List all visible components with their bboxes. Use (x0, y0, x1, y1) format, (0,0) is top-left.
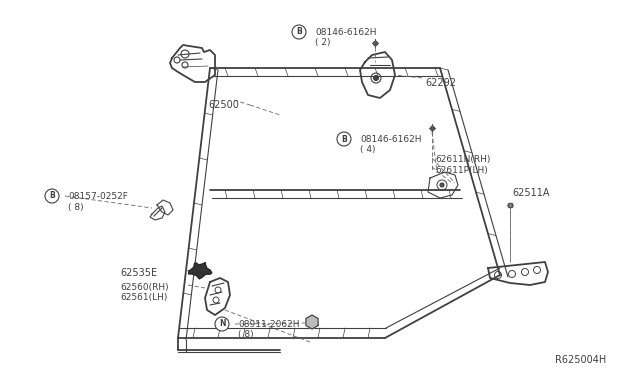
Text: ( 8): ( 8) (238, 330, 253, 339)
Text: 62611N(RH): 62611N(RH) (435, 155, 490, 164)
Text: 62511A: 62511A (512, 188, 550, 198)
Circle shape (374, 76, 378, 80)
Circle shape (45, 189, 59, 203)
Text: N: N (219, 320, 225, 328)
Circle shape (215, 317, 229, 331)
Text: ( 8): ( 8) (68, 203, 84, 212)
Text: B: B (296, 28, 302, 36)
Circle shape (440, 183, 444, 187)
Text: 08146-6162H: 08146-6162H (315, 28, 376, 37)
Circle shape (337, 132, 351, 146)
Text: B: B (49, 192, 55, 201)
Circle shape (292, 25, 306, 39)
Polygon shape (306, 315, 318, 329)
Text: ( 4): ( 4) (360, 145, 376, 154)
Text: 62611P(LH): 62611P(LH) (435, 166, 488, 175)
Polygon shape (189, 263, 212, 279)
Text: 08146-6162H: 08146-6162H (360, 135, 422, 144)
Text: 62292: 62292 (425, 78, 456, 88)
Text: 62560(RH): 62560(RH) (120, 283, 168, 292)
Text: 62535E: 62535E (120, 268, 157, 278)
Text: R625004H: R625004H (555, 355, 606, 365)
Text: 08911-2062H: 08911-2062H (238, 320, 300, 329)
Text: 62500: 62500 (208, 100, 239, 110)
Text: 08157-0252F: 08157-0252F (68, 192, 128, 201)
Text: B: B (341, 135, 347, 144)
Text: ( 2): ( 2) (315, 38, 330, 47)
Text: 62561(LH): 62561(LH) (120, 293, 168, 302)
